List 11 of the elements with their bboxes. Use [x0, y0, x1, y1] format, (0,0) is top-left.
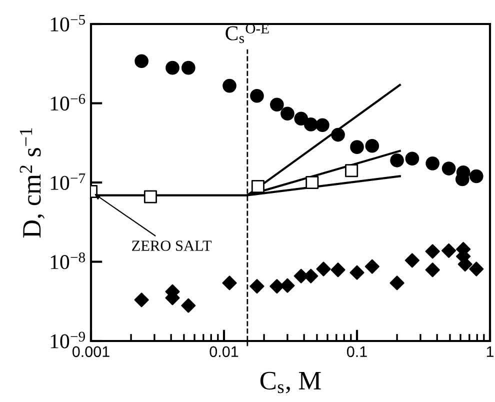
x-tick-label: 0.1: [346, 346, 367, 358]
x-tick-label: 0.001: [72, 346, 110, 358]
x-tick-label: 0.01: [210, 346, 238, 358]
y-axis-title: D, cm$^{2}$ s$^{−1}$: [20, 128, 45, 238]
y-tick-label: 10$^{−6}$: [50, 94, 86, 111]
x-axis-title: C$_{s}$, M: [260, 372, 321, 394]
x-tick-label: 1: [486, 346, 494, 357]
y-tick-label: 10$^{−8}$: [50, 252, 86, 270]
y-tick-label: 10$^{−5}$: [50, 14, 86, 32]
annotation: ZERO SALT: [132, 240, 212, 251]
y-tick-label: 10$^{−7}$: [50, 173, 86, 190]
